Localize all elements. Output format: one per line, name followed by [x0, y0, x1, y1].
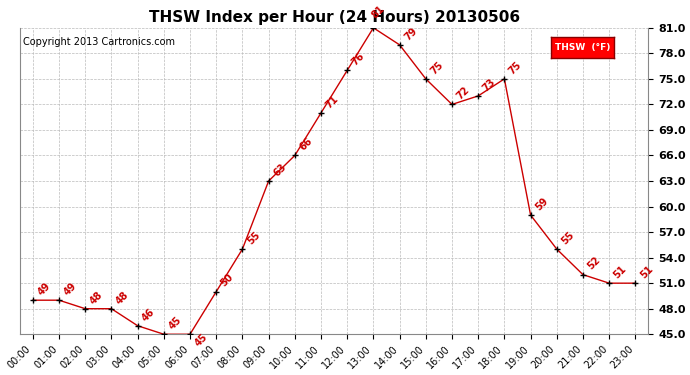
Text: 73: 73	[481, 76, 497, 93]
Text: 52: 52	[586, 255, 602, 272]
Text: 81: 81	[369, 4, 386, 21]
Text: 49: 49	[62, 281, 79, 297]
Text: 55: 55	[560, 230, 576, 246]
Title: THSW Index per Hour (24 Hours) 20130506: THSW Index per Hour (24 Hours) 20130506	[148, 10, 520, 25]
Text: 48: 48	[88, 289, 105, 306]
Text: 51: 51	[612, 264, 629, 280]
Text: 76: 76	[350, 51, 366, 68]
Text: 46: 46	[140, 306, 157, 323]
Text: 66: 66	[297, 136, 314, 153]
Text: 71: 71	[324, 93, 340, 110]
Text: 48: 48	[114, 289, 131, 306]
Text: Copyright 2013 Cartronics.com: Copyright 2013 Cartronics.com	[23, 37, 175, 47]
Text: 50: 50	[219, 272, 235, 289]
Text: 59: 59	[533, 196, 550, 212]
Text: 75: 75	[428, 60, 445, 76]
Text: 51: 51	[638, 264, 655, 280]
Text: 75: 75	[507, 60, 524, 76]
Text: 45: 45	[166, 315, 184, 332]
Text: 49: 49	[36, 281, 52, 297]
Text: 45: 45	[193, 332, 209, 348]
Text: 79: 79	[402, 26, 419, 42]
Text: 72: 72	[455, 85, 471, 102]
Text: 55: 55	[245, 230, 262, 246]
Text: 63: 63	[271, 162, 288, 178]
